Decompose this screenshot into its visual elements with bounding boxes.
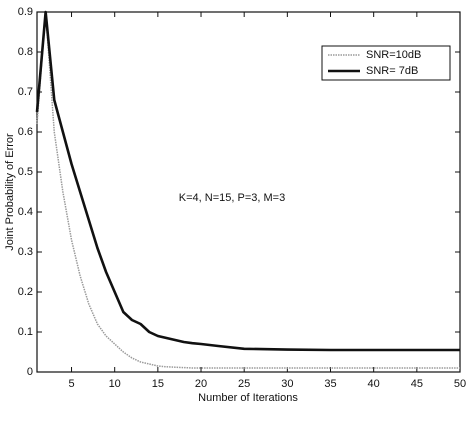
x-tick-label: 45 [411,378,423,390]
y-tick-label: 0.6 [18,126,33,138]
x-tick-label: 50 [454,378,466,390]
legend-box [321,45,451,81]
y-tick-label: 0.1 [18,326,33,338]
plot-frame [36,11,461,373]
x-axis-label: Number of Iterations [198,392,298,404]
legend-label: SNR=10dB [366,49,421,61]
x-tick-label: 20 [195,378,207,390]
series-line [35,10,460,352]
y-tick-label: 0.9 [18,6,33,18]
x-tick-label: 15 [152,378,164,390]
y-axis-label: Joint Probability of Error [4,133,16,251]
y-tick-label: 0 [27,366,33,378]
legend-label: SNR= 7dB [366,65,418,77]
x-tick-label: 25 [238,378,250,390]
x-tick-label: 10 [109,378,121,390]
y-tick-label: 0.3 [18,246,33,258]
y-tick-label: 0.8 [18,46,33,58]
x-tick-label: 35 [324,378,336,390]
y-tick-label: 0.7 [18,86,33,98]
x-tick-label: 40 [368,378,380,390]
x-tick-label: 5 [68,378,74,390]
y-tick-label: 0.4 [18,206,33,218]
y-tick-label: 0.5 [18,166,33,178]
annotation: K=4, N=15, P=3, M=3 [179,192,285,204]
y-tick-label: 0.2 [18,286,33,298]
x-tick-label: 30 [281,378,293,390]
series-line [36,11,460,369]
